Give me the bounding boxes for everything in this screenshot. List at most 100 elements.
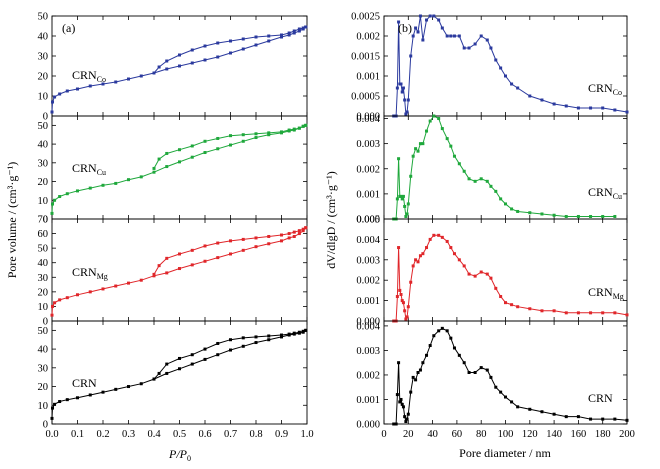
distribution-point [416, 371, 420, 374]
desorption-point [157, 264, 161, 268]
x-tick-label: 100 [498, 429, 514, 440]
desorption-point [280, 233, 283, 237]
desorption-point [165, 59, 169, 63]
distribution-point [625, 418, 629, 422]
adsorption-point [53, 198, 57, 202]
distribution-point [457, 162, 461, 166]
y-tick-label: 40 [38, 140, 49, 151]
adsorption-point [203, 151, 207, 155]
distribution-point [589, 311, 593, 315]
y-tick-label: 40 [38, 345, 49, 356]
y-tick-label: 0.004 [356, 321, 380, 332]
adsorption-point [114, 387, 118, 391]
distribution-point [467, 46, 471, 50]
desorption-point [254, 335, 258, 339]
adsorption-point [127, 178, 130, 182]
desorption-point [241, 37, 245, 41]
distribution-point [462, 169, 466, 173]
distribution-point [414, 147, 418, 151]
y-tick-label: 50 [38, 121, 49, 132]
desorption-point [301, 26, 305, 30]
y-tick-label: 0.003 [356, 255, 380, 266]
subplot-crn: 0.000 0.001 0.002 0.003 0.004 CRN [356, 320, 629, 431]
distribution-line [393, 234, 628, 322]
desorption-point [203, 44, 207, 48]
distribution-point [564, 415, 568, 419]
desorption-point [254, 132, 258, 136]
adsorption-point [297, 29, 301, 33]
x-tick-label: 120 [522, 429, 538, 440]
distribution-point [400, 197, 404, 201]
adsorption-point [65, 398, 69, 402]
x-tick-label: 0.8 [249, 429, 262, 440]
adsorption-point [101, 287, 105, 291]
y-tick-label: 30 [38, 273, 49, 284]
distribution-point [395, 197, 399, 201]
plot-frame [383, 218, 628, 322]
adsorption-line [51, 329, 306, 419]
distribution-point [613, 311, 617, 315]
distribution-point [398, 400, 402, 404]
adsorption-point [254, 136, 258, 140]
desorption-point [301, 227, 305, 231]
sample-label: CRN [72, 376, 97, 390]
desorption-point [216, 241, 220, 245]
distribution-point [485, 38, 489, 42]
distribution-point [494, 385, 498, 389]
adsorption-point [178, 367, 181, 371]
distribution-point [403, 204, 407, 208]
distribution-point [449, 144, 453, 148]
desorption-point [254, 35, 258, 39]
distribution-point [489, 276, 493, 280]
distribution-point [437, 233, 441, 237]
desorption-point [216, 341, 220, 345]
adsorption-point [190, 155, 194, 159]
distribution-line [393, 327, 628, 425]
adsorption-point [280, 335, 283, 339]
distribution-point [552, 412, 556, 416]
distribution-point [601, 311, 605, 315]
desorption-point [157, 65, 161, 69]
y-tick-label: 10 [38, 401, 49, 412]
y-tick-label: 0.002 [356, 32, 380, 43]
distribution-point [479, 177, 483, 181]
distribution-point [452, 34, 456, 38]
desorption-point [297, 330, 301, 334]
subplot-crn-cu: 0.000 0.001 0.002 0.003 0.004 CRNCu [356, 114, 628, 226]
adsorption-point [203, 357, 207, 361]
distribution-point [425, 246, 429, 250]
distribution-point [485, 272, 489, 276]
y-axis-label: Pore volume / (cm³·g⁻¹) [5, 162, 19, 279]
y-tick-label: 40 [38, 32, 49, 43]
adsorption-point [51, 202, 55, 206]
adsorption-point [190, 61, 194, 65]
adsorption-point [216, 55, 220, 59]
x-tick-label: 0.4 [147, 429, 161, 440]
distribution-point [401, 405, 405, 409]
adsorption-point [50, 211, 54, 215]
y-tick-label: 10 [38, 302, 49, 313]
desorption-point [297, 229, 301, 233]
distribution-point [445, 34, 449, 38]
distribution-point [504, 74, 507, 78]
distribution-point [399, 82, 403, 86]
desorption-point [267, 131, 271, 135]
adsorption-point [114, 284, 118, 288]
desorption-point [287, 31, 291, 35]
distribution-point [494, 286, 498, 290]
desorption-point [190, 144, 194, 148]
desorption-point [152, 71, 156, 75]
desorption-point [287, 128, 291, 132]
adsorption-point [190, 362, 194, 366]
distribution-point [528, 307, 532, 311]
adsorption-point [165, 271, 169, 275]
desorption-point [157, 157, 161, 161]
y-tick-label: 0.002 [356, 164, 380, 175]
distribution-point [405, 417, 409, 421]
y-tick-label: 0.0015 [351, 52, 380, 63]
desorption-point [254, 236, 258, 240]
y-tick-label: 0.003 [356, 346, 380, 357]
subplot-crn-co: 0 10 20 30 40 50 CRNCo [38, 12, 308, 123]
distribution-point [457, 34, 461, 38]
adsorption-point [178, 160, 181, 164]
